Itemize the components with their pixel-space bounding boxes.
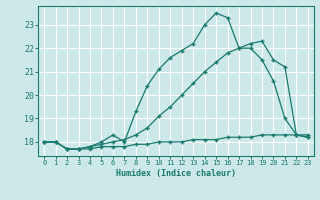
X-axis label: Humidex (Indice chaleur): Humidex (Indice chaleur): [116, 169, 236, 178]
